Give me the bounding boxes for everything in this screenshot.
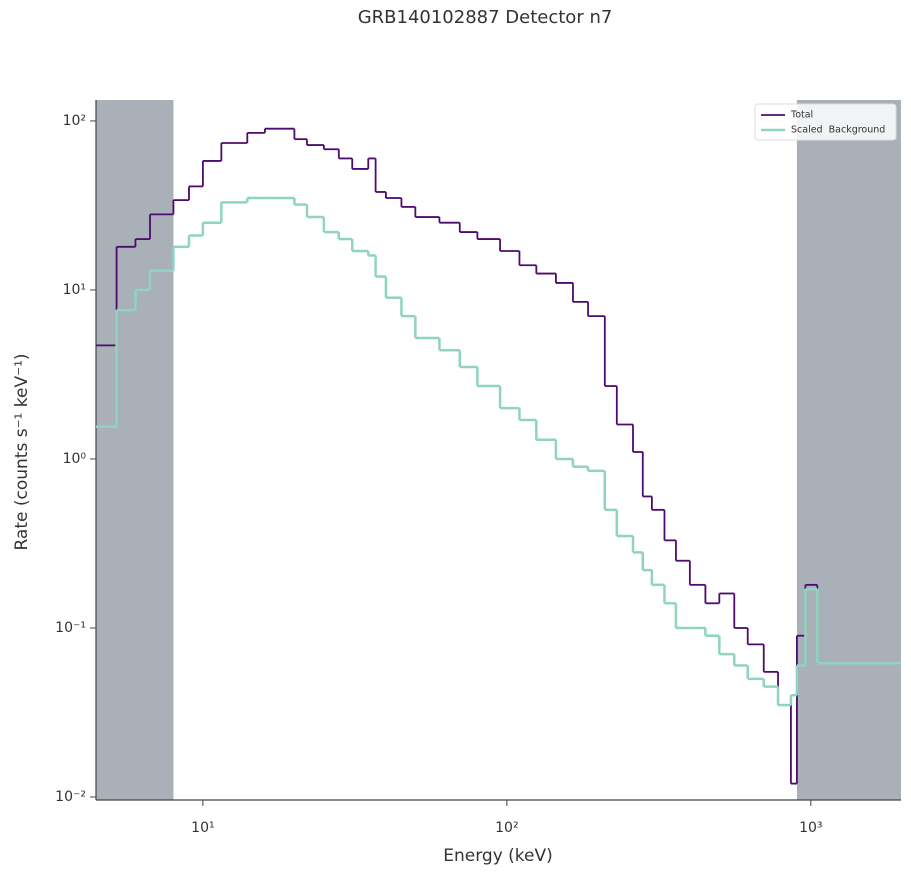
y-tick-label: 10¹	[63, 282, 86, 298]
x-tick-label: 10³	[799, 820, 822, 836]
chart-title: GRB140102887 Detector n7	[358, 7, 613, 28]
legend-box	[754, 103, 897, 141]
series	[96, 127, 901, 785]
x-tick-label: 10²	[495, 820, 518, 836]
x-tick-label: 10¹	[191, 820, 214, 836]
series	[96, 196, 901, 707]
y-tick-label: 10⁻¹	[55, 620, 86, 636]
y-axis-label: Rate (counts s⁻¹ keV⁻¹)	[12, 353, 32, 550]
shaded-region	[96, 100, 174, 800]
y-tick-label: 10²	[63, 113, 86, 129]
y-tick-label: 10⁰	[63, 451, 87, 467]
x-axis-label: Energy (keV)	[443, 846, 553, 866]
shaded-region	[796, 100, 901, 800]
y-tick-label: 10⁻²	[55, 789, 86, 805]
legend-label: Total	[790, 110, 813, 121]
legend-label: Scaled Background	[791, 125, 885, 136]
